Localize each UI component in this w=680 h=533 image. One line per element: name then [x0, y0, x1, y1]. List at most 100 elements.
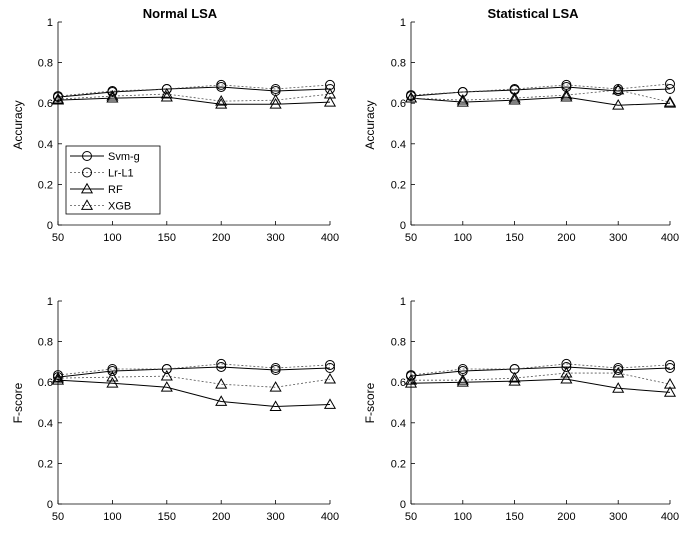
series-line-svm-g	[57, 366, 331, 378]
data-point-rf	[323, 398, 337, 409]
data-point-rf	[612, 382, 625, 393]
data-point-xgb	[215, 378, 228, 389]
legend-marker-rf	[80, 182, 94, 194]
y-tick-label: 0	[400, 499, 406, 511]
y-tick-label: 1	[47, 17, 53, 29]
legend: Svm-g Lr-L1 RF XGB	[65, 145, 161, 215]
legend-marker-svm-g	[82, 151, 92, 161]
x-tick-label: 400	[661, 232, 679, 244]
x-tick-label: 150	[505, 511, 523, 523]
data-point-rf	[51, 93, 65, 105]
data-point-lr-l1	[270, 83, 281, 94]
series-line-lr-l1	[57, 84, 331, 97]
data-point-rf	[51, 373, 65, 385]
data-point-rf	[456, 95, 469, 107]
y-tick-label: 0.4	[38, 139, 53, 151]
series-line-svm-g	[57, 86, 331, 98]
data-point-xgb	[269, 381, 282, 392]
x-tick-label: 200	[212, 511, 230, 523]
legend-label: XGB	[108, 201, 131, 213]
legend-box	[65, 145, 161, 215]
data-point-lr-l1	[457, 364, 468, 375]
data-point-xgb	[663, 378, 677, 389]
data-point-xgb	[663, 95, 677, 107]
y-tick-label: 0.8	[38, 337, 53, 349]
y-tick-label: 0.8	[391, 337, 406, 349]
legend-marker-xgb	[80, 199, 94, 210]
series-line-rf	[410, 378, 671, 393]
data-point-xgb	[612, 83, 625, 95]
series-line-lr-l1	[410, 363, 671, 376]
data-point-xgb	[51, 371, 65, 383]
x-tick-label: 200	[212, 232, 230, 244]
y-tick-label: 0.2	[38, 458, 53, 470]
x-tick-label: 400	[661, 511, 679, 523]
data-point-rf	[404, 377, 418, 388]
data-point-rf	[160, 381, 173, 392]
x-tick-label: 50	[405, 511, 417, 523]
series-line-rf	[57, 96, 331, 105]
data-point-rf	[456, 375, 469, 387]
x-tick-label: 150	[158, 511, 176, 523]
series-line-xgb	[411, 372, 671, 385]
x-tick-label: 400	[321, 511, 339, 523]
data-point-svm-g	[325, 362, 335, 373]
data-point-xgb	[560, 366, 573, 378]
x-tick-label: 50	[52, 232, 64, 244]
x-tick-label: 300	[609, 511, 627, 523]
x-tick-label: 200	[557, 511, 575, 523]
legend-label: Lr-L1	[108, 168, 134, 180]
y-tick-label: 0	[47, 220, 53, 232]
x-tick-label: 300	[266, 232, 284, 244]
data-point-rf	[106, 91, 119, 103]
y-tick-label: 0.2	[391, 179, 406, 191]
y-tick-label: 0	[400, 220, 406, 232]
series-line-lr-l1	[57, 363, 331, 376]
y-tick-label: 0.4	[391, 139, 406, 151]
series-line-rf	[410, 96, 671, 106]
data-point-xgb	[160, 87, 173, 99]
legend-label: RF	[108, 184, 123, 196]
chart-title: Statistical LSA	[487, 6, 579, 21]
data-point-xgb	[323, 87, 337, 99]
data-point-rf	[663, 386, 677, 397]
data-point-xgb	[456, 93, 469, 105]
data-point-rf	[106, 377, 119, 388]
y-tick-label: 1	[47, 296, 53, 308]
data-point-xgb	[508, 371, 521, 383]
y-tick-label: 0.6	[391, 377, 406, 389]
y-tick-label: 0.2	[38, 179, 53, 191]
data-point-rf	[612, 99, 625, 110]
x-tick-label: 300	[266, 511, 284, 523]
data-point-svm-g	[665, 83, 675, 94]
chart-panel-statistical-lsa-accuracy: Statistical LSA Accuracy 00.20.40.60.815…	[363, 6, 679, 244]
data-point-lr-l1	[53, 370, 63, 381]
data-point-lr-l1	[406, 370, 416, 381]
data-point-rf	[160, 90, 173, 102]
data-point-lr-l1	[107, 86, 118, 97]
data-point-xgb	[404, 91, 418, 103]
data-point-lr-l1	[107, 364, 118, 375]
data-point-lr-l1	[406, 90, 416, 101]
series-line-lr-l1	[410, 83, 671, 96]
x-tick-label: 150	[505, 232, 523, 244]
y-tick-label: 0.6	[38, 377, 53, 389]
x-tick-label: 100	[103, 232, 121, 244]
data-point-xgb	[51, 92, 65, 104]
data-point-svm-g	[325, 83, 335, 94]
data-point-xgb	[160, 369, 173, 381]
y-axis-label: F-score	[363, 382, 377, 423]
y-axis-label: Accuracy	[363, 100, 377, 149]
data-point-rf	[215, 395, 228, 406]
y-tick-label: 0	[47, 499, 53, 511]
y-tick-label: 0.2	[391, 458, 406, 470]
data-point-lr-l1	[325, 359, 335, 370]
y-tick-label: 0.4	[38, 418, 53, 430]
y-tick-label: 0.8	[38, 58, 53, 70]
series-line-xgb	[57, 375, 331, 388]
data-point-lr-l1	[216, 79, 227, 90]
x-tick-label: 200	[557, 232, 575, 244]
